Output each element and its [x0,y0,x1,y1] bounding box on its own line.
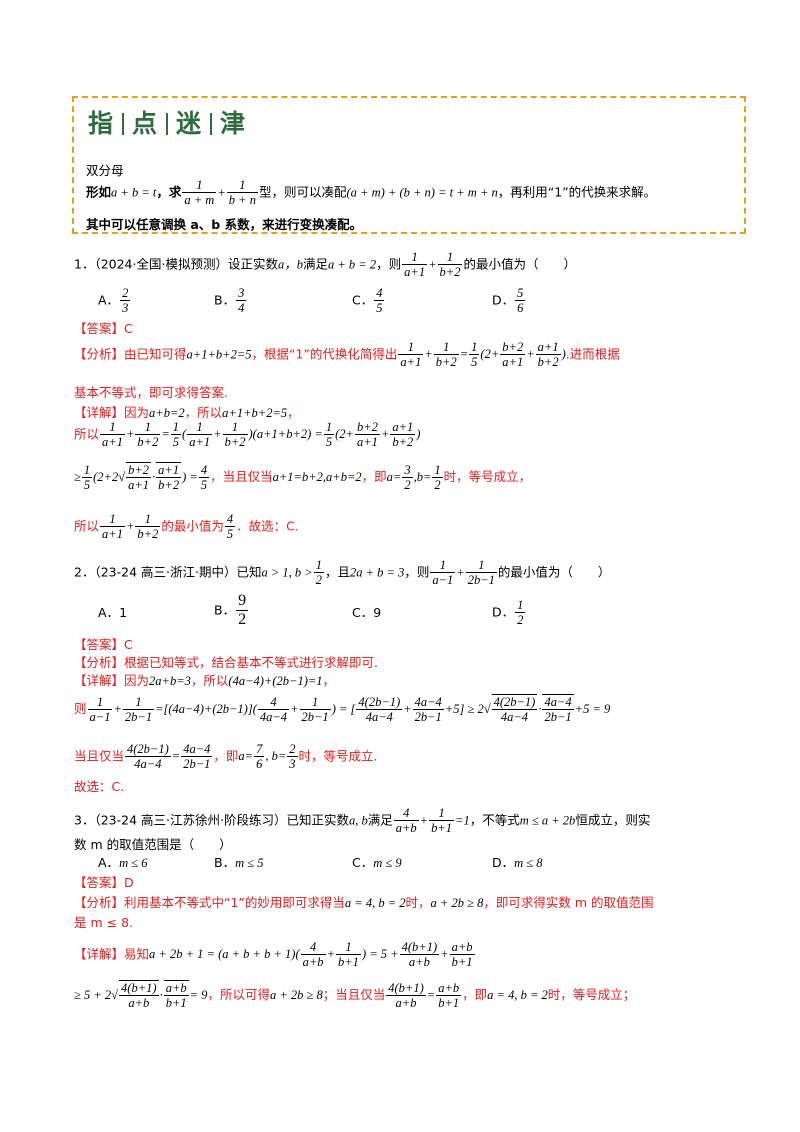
q3-analysis-line2: 是 m ≤ 8. [74,915,133,930]
q2-option-c[interactable]: C．9 [352,605,382,620]
q1-option-c[interactable]: C． 4 5 [352,286,385,316]
tip-title-char: 津 [220,109,247,138]
q2-analysis: 【分析】根据已知等式，结合基本不等式进行求解即可. [74,655,378,670]
q2-choice: 故选：C. [74,779,125,794]
q3-equation-2: ≥ 5 + 2√ 4(b+1) a+b · a+b b+1 = 9，所以可得a + 2b ≥… [74,980,636,1011]
tip-title: 指点迷津 [88,104,246,140]
q3-stem: 3．（23-24 高三·江苏徐州·阶段练习）已知正实数a, b满足 4 a+b +1 b… [74,806,651,836]
q1-option-d[interactable]: D． 5 6 [492,286,526,316]
q2-stem: 2．（23-24 高三·浙江·期中）已知a > 1, b >1 2 ，且2a + b… [74,558,611,588]
q3-analysis: 【分析】利用基本不等式中“1”的妙用即可求得当a = 4, b = 2时，a +… [74,895,654,910]
q1-conclusion: 所以 1 a+1 +1 b+2 的最小值为 4 5 ．故选：C. [74,512,299,542]
q3-answer: 【答案】D [74,875,134,890]
q1-stem: 1．（2024·全国·模拟预测）设正实数a，b满足a + b = 2，则 1 a+1… [74,250,576,280]
q2-answer: 【答案】C [74,637,133,652]
q1-equation-1: 所以 1 a+1 +1 b+2 = 1 5(1 a+1 +1 b+2)(a+1+b+2) = 1 5 (2… [74,420,421,450]
q1-equation-2: ≥1 5 (2+2√ b+2 a+1 · a+1 b+2) = 4 5 ，当且仅当a+1=b+2,a… [74,462,532,493]
q1-option-b[interactable]: B． 3 4 [214,286,247,316]
q3-stem-line2: 数 m 的取值范围是（ ） [74,837,232,852]
q2-equation-1: 则 1 a−1 +1 2b−1 =[(4a−4)+(2b−1)](4 4a−4 +1 2b−1)… [74,694,611,725]
q3-option-a[interactable]: A．m ≤ 6 [98,855,148,870]
tip-line1: 形如a + b = t，求 1 a + m +1 b + n 型，则可以凑配(a + m)… [86,178,657,208]
q2-option-d[interactable]: D． 1 2 [492,598,526,628]
q3-option-c[interactable]: C．m ≤ 9 [352,855,402,870]
q2-option-b[interactable]: B． 9 2 [214,592,249,629]
tip-box [72,96,746,234]
q2-detail: 【详解】因为2a+b=3，所以(4a−4)+(2b−1)=1， [74,673,336,688]
tip-line2: 其中可以任意调换 a、b 系数，来进行变换凑配。 [86,217,363,232]
q3-detail: 【详解】易知a + 2b + 1 = (a + b + b + 1)(4 a+b +… [74,940,475,970]
q1-answer: 【答案】C [74,321,133,336]
tip-heading: 双分母 [86,163,124,178]
q1-analysis: 【分析】由已知可得a+1+b+2=5，根据“1”的代换化简得出 1 a+1 +1 b+2… [74,340,620,370]
q1-option-a[interactable]: A． 2 3 [98,286,131,316]
tip-title-char: 点 [132,109,159,138]
q2-option-a[interactable]: A．1 [98,605,128,620]
q2-equality-condition: 当且仅当 4(2b−1) 4a−4 = 4a−4 2b−1 ，即a= 7 6, b= 2 3 时，等号… [74,742,378,772]
q1-analysis-line2: 基本不等式，即可求得答案. [74,385,228,400]
tip-title-char: 迷 [176,109,203,138]
q1-detail: 【详解】因为a+b=2，所以a+1+b+2=5， [74,405,300,420]
q3-option-b[interactable]: B．m ≤ 5 [214,855,264,870]
q3-option-d[interactable]: D．m ≤ 8 [492,855,543,870]
tip-title-char: 指 [88,109,115,138]
